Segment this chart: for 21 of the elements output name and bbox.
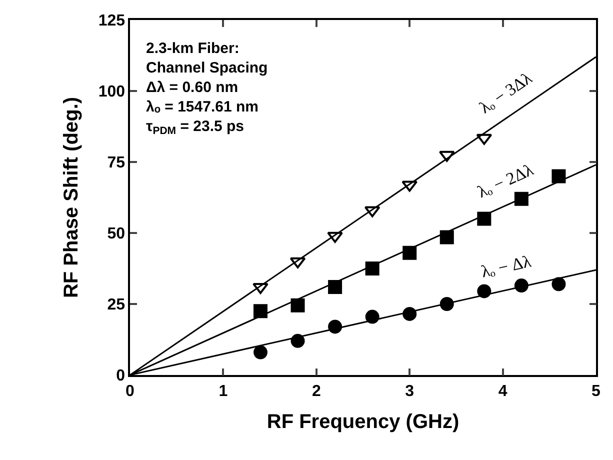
y-tick-label: 75	[107, 154, 126, 172]
annotation: 2.3-km Fiber:	[146, 40, 240, 57]
text: λₒ − 2Δλ	[474, 160, 537, 202]
x-tick-label: 1	[218, 382, 228, 400]
annotation: λₒ = 1547.61 nm	[146, 98, 258, 116]
annotation: Channel Spacing	[146, 60, 268, 76]
y-tick-label: 25	[107, 296, 126, 314]
x-axis-title: RF Frequency (GHz)	[266, 410, 460, 433]
annotation: τ$_{PDM}$ = 23.5 ps	[146, 118, 244, 138]
y-tick-label: 50	[107, 226, 126, 243]
y-tick-label: 125	[98, 12, 126, 30]
annotation: Δλ = 0.60 nm	[146, 79, 238, 96]
x-tick-label: 4	[498, 382, 508, 400]
text: λₒ − Δλ	[479, 252, 534, 282]
y-axis-title: RF Phase Shift (deg.)	[60, 96, 82, 298]
x-tick-label: 5	[592, 382, 601, 400]
y-tick-label: 100	[98, 84, 126, 101]
y-tick-label: 0	[116, 368, 126, 385]
text: λₒ − 3Δλ	[476, 68, 536, 118]
x-tick-label: 3	[405, 382, 414, 400]
x-tick-label: 2	[312, 382, 321, 400]
